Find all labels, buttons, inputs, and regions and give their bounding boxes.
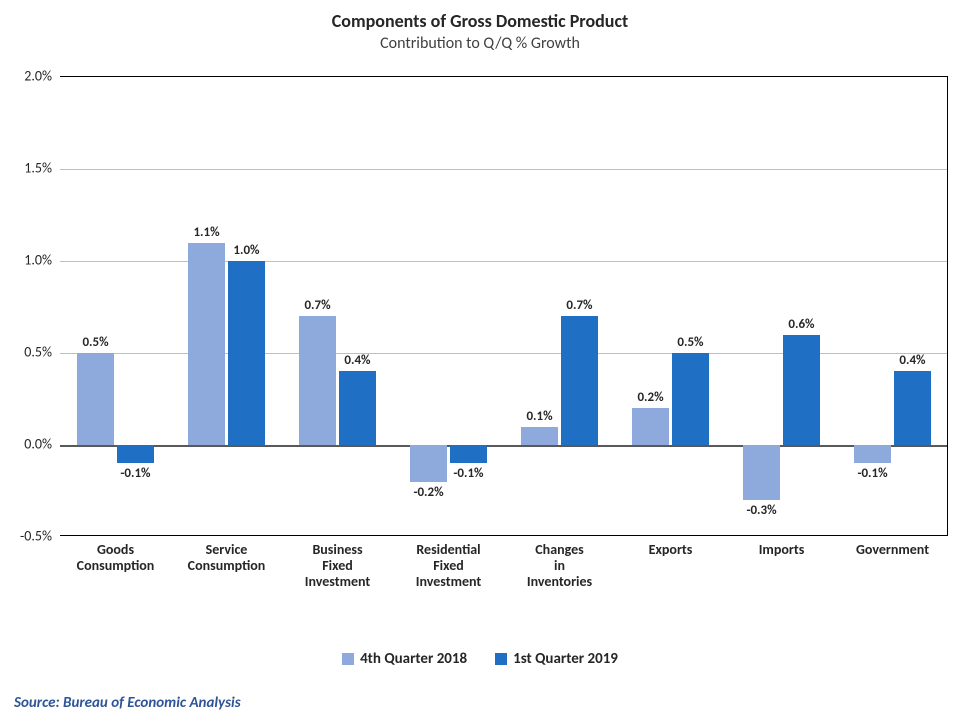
bar-value-label: 0.6% bbox=[788, 317, 814, 332]
chart-subtitle: Contribution to Q/Q % Growth bbox=[0, 32, 960, 53]
bar-value-label: 0.4% bbox=[899, 353, 925, 368]
y-tick-label: -0.5% bbox=[0, 528, 52, 545]
y-tick-label: 1.0% bbox=[0, 252, 52, 269]
bar bbox=[632, 408, 670, 445]
bar bbox=[188, 243, 226, 445]
category-label: Imports bbox=[726, 542, 837, 558]
bar bbox=[894, 371, 932, 445]
chart-title: Components of Gross Domestic Product bbox=[0, 0, 960, 32]
y-tick-label: 0.0% bbox=[0, 436, 52, 453]
bar bbox=[117, 445, 155, 463]
category-label: ServiceConsumption bbox=[171, 542, 282, 574]
bar-value-label: 1.0% bbox=[233, 243, 259, 258]
category-label: Exports bbox=[615, 542, 726, 558]
legend: 4th Quarter 2018 1st Quarter 2019 bbox=[0, 650, 960, 668]
bar-value-label: -0.2% bbox=[413, 485, 443, 500]
legend-item: 4th Quarter 2018 bbox=[342, 650, 467, 668]
bar bbox=[783, 335, 821, 445]
bar bbox=[410, 445, 448, 482]
legend-swatch bbox=[342, 653, 354, 665]
bar-value-label: -0.1% bbox=[857, 466, 887, 481]
bar bbox=[228, 261, 266, 445]
gdp-components-chart: Components of Gross Domestic Product Con… bbox=[0, 0, 960, 720]
bar-value-label: 0.5% bbox=[82, 335, 108, 350]
plot-area: 0.5% -0.1% 1.1% 1.0% 0.7% 0.4% -0.2% -0.1% 0.1% 0… bbox=[60, 76, 948, 536]
category-label: BusinessFixedInvestment bbox=[282, 542, 393, 590]
bar-value-label: 0.4% bbox=[344, 353, 370, 368]
bar bbox=[339, 371, 377, 445]
source-attribution: Source: Bureau of Economic Analysis bbox=[14, 694, 241, 712]
bar bbox=[450, 445, 488, 463]
bar bbox=[743, 445, 781, 500]
legend-label: 4th Quarter 2018 bbox=[360, 650, 467, 668]
legend-item: 1st Quarter 2019 bbox=[495, 650, 618, 668]
bar-value-label: 0.7% bbox=[566, 298, 592, 313]
bar-value-label: 0.7% bbox=[304, 298, 330, 313]
bar-value-label: -0.3% bbox=[746, 503, 776, 518]
bar-value-label: 0.1% bbox=[526, 409, 552, 424]
bar bbox=[854, 445, 892, 463]
bar bbox=[561, 316, 599, 445]
category-label: ChangesinInventories bbox=[504, 542, 615, 590]
bar bbox=[521, 427, 559, 445]
category-label: GoodsConsumption bbox=[60, 542, 171, 574]
y-tick-label: 2.0% bbox=[0, 68, 52, 85]
y-tick-label: 1.5% bbox=[0, 160, 52, 177]
bar-value-label: 1.1% bbox=[193, 225, 219, 240]
legend-label: 1st Quarter 2019 bbox=[513, 650, 618, 668]
bar-value-label: 0.5% bbox=[677, 335, 703, 350]
bar bbox=[77, 353, 115, 445]
bar bbox=[299, 316, 337, 445]
category-label: Government bbox=[837, 542, 948, 558]
gridline bbox=[60, 169, 947, 170]
bar bbox=[672, 353, 710, 445]
category-label: ResidentialFixedInvestment bbox=[393, 542, 504, 590]
bar-value-label: -0.1% bbox=[453, 466, 483, 481]
bar-value-label: 0.2% bbox=[637, 390, 663, 405]
y-tick-label: 0.5% bbox=[0, 344, 52, 361]
legend-swatch bbox=[495, 653, 507, 665]
zero-line bbox=[60, 445, 947, 447]
bar-value-label: -0.1% bbox=[120, 466, 150, 481]
